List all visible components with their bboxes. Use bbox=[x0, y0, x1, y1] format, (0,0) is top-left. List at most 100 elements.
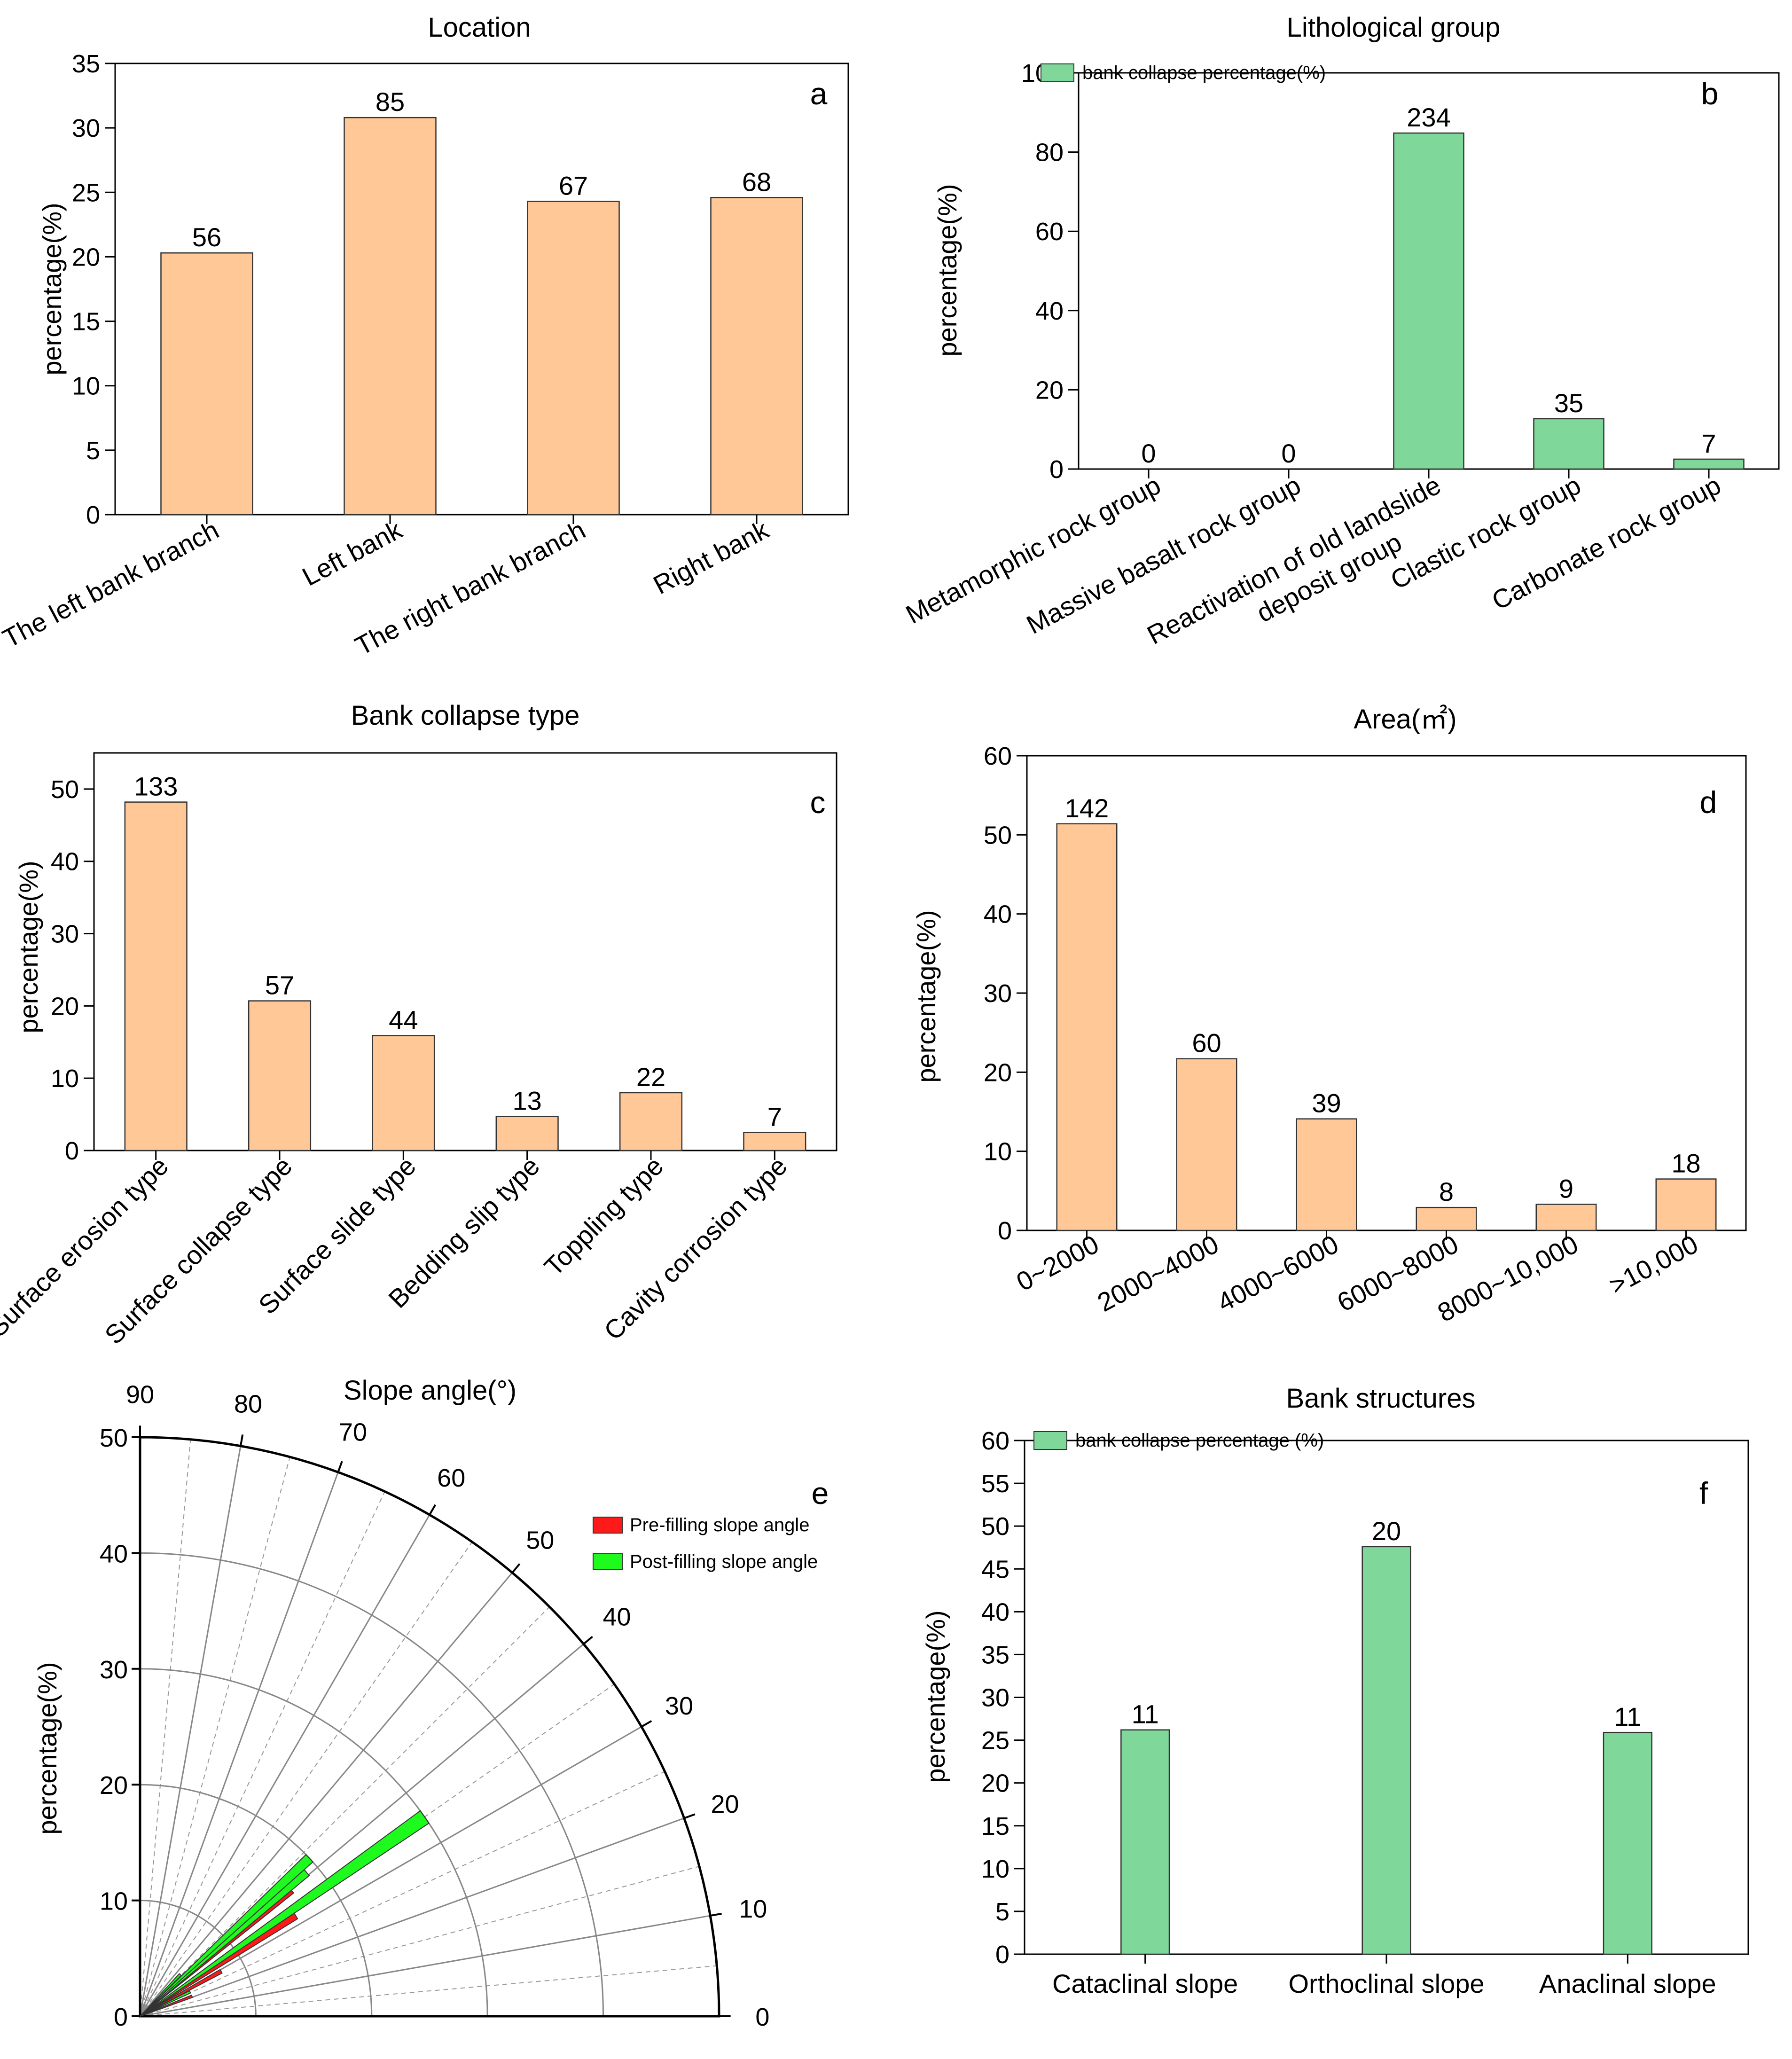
x-tick-label: 4000~6000 bbox=[1213, 1229, 1343, 1317]
panel-a: Location a percentage(%) 0 5 10 15 20 25 30 35 56 Th… bbox=[0, 12, 849, 661]
y-tick-label: 20 bbox=[981, 1769, 1009, 1798]
angle-tick-label: 0 bbox=[755, 2003, 769, 2031]
panel-label: b bbox=[1701, 76, 1719, 111]
radial-circle bbox=[140, 1668, 488, 2017]
polar-bar bbox=[140, 1973, 182, 2017]
bar bbox=[619, 1092, 683, 1151]
y-tick-label: 60 bbox=[984, 742, 1012, 770]
panel-label: e bbox=[812, 1476, 829, 1511]
y-tick-label: 10 bbox=[72, 372, 100, 400]
y-tick-label: 60 bbox=[1035, 218, 1064, 246]
data-label: 20 bbox=[1372, 1516, 1401, 1546]
y-tick-label: 15 bbox=[981, 1812, 1009, 1840]
radial-gridline-minor bbox=[140, 1491, 385, 2017]
data-label: 133 bbox=[134, 772, 178, 801]
y-tick-label: 50 bbox=[981, 1512, 1009, 1541]
panel-label: c bbox=[810, 785, 826, 820]
panel-d: Area(㎡) d percentage(%) 0 10 20 30 40 50 60 142 0~2… bbox=[911, 704, 1747, 1328]
bar bbox=[1603, 1731, 1652, 1955]
r-tick-label: 40 bbox=[100, 1540, 128, 1568]
x-tick-label: The left bank branch bbox=[0, 515, 224, 653]
y-tick-label: 5 bbox=[995, 1898, 1009, 1926]
y-tick-label: 10 bbox=[51, 1065, 79, 1093]
angle-tick-label: 20 bbox=[711, 1790, 739, 1818]
legend-swatch bbox=[1033, 1431, 1067, 1450]
data-label: 57 bbox=[265, 971, 294, 1000]
x-tick-label: Cataclinal slope bbox=[1052, 1969, 1238, 1998]
radial-gridline-minor bbox=[140, 1456, 290, 2017]
legend: bank collapse percentage (%) bbox=[1033, 1430, 1324, 1451]
legend: Pre-filling slope angle Post-filling slop… bbox=[593, 1515, 818, 1572]
bar bbox=[1416, 1206, 1477, 1231]
x-tick-label: Right bank bbox=[649, 515, 774, 600]
data-label: 9 bbox=[1559, 1174, 1573, 1203]
r-tick-label: 10 bbox=[100, 1887, 128, 1916]
panel-b: Lithological group b percentage(%) 0 20 40 60 8… bbox=[901, 12, 1780, 650]
bar bbox=[495, 1116, 559, 1151]
angle-tick-label: 30 bbox=[665, 1692, 693, 1720]
bar bbox=[1176, 1058, 1237, 1231]
radial-circle bbox=[140, 1552, 604, 2017]
y-tick-label: 20 bbox=[72, 243, 100, 271]
radial-gridline bbox=[139, 1472, 339, 2017]
y-tick-label: 10 bbox=[981, 1855, 1009, 1883]
r-tick-label: 50 bbox=[100, 1424, 128, 1452]
plot-frame bbox=[114, 63, 849, 516]
x-tick-label: Toppling type bbox=[539, 1151, 669, 1282]
legend-label: Post-filling slope angle bbox=[630, 1551, 818, 1572]
radial-gridline-minor bbox=[140, 1866, 700, 2017]
data-label: 142 bbox=[1065, 793, 1109, 823]
panel-e: Slope angle(°) e percentage(%) 0 10 20 30 40 50 6… bbox=[32, 1375, 829, 2031]
angle-tick-mark bbox=[239, 1434, 244, 1447]
panel-label: f bbox=[1699, 1476, 1708, 1511]
angle-tick-label: 80 bbox=[234, 1390, 262, 1418]
radial-gridline bbox=[139, 1514, 430, 2017]
y-tick-label: 20 bbox=[51, 992, 79, 1020]
y-tick-label: 35 bbox=[72, 50, 100, 78]
y-tick-label: 30 bbox=[72, 114, 100, 142]
bar bbox=[1296, 1118, 1357, 1231]
angle-tick-mark bbox=[583, 1636, 593, 1645]
y-tick-label: 60 bbox=[981, 1427, 1009, 1455]
radial-gridline bbox=[140, 1726, 642, 2017]
y-tick-label: 5 bbox=[86, 437, 100, 465]
y-tick-label: 0 bbox=[995, 1941, 1009, 1969]
y-tick-label: 0 bbox=[65, 1137, 79, 1165]
bar bbox=[1393, 132, 1464, 470]
angle-tick-mark bbox=[429, 1504, 437, 1516]
radial-gridline bbox=[140, 1817, 685, 2017]
y-axis-label: percentage(%) bbox=[911, 910, 941, 1082]
y-tick-label: 45 bbox=[981, 1555, 1009, 1583]
panel-c: Bank collapse type c percentage(%) 0 10 20 30 4… bbox=[0, 700, 837, 1350]
radial-gridline-minor bbox=[140, 1771, 665, 2017]
y-axis-label: percentage(%) bbox=[37, 203, 67, 375]
angle-tick-mark bbox=[511, 1563, 521, 1574]
data-label: 11 bbox=[1132, 1699, 1159, 1729]
panel-label: d bbox=[1700, 785, 1717, 820]
y-axis-label: percentage(%) bbox=[32, 1662, 62, 1834]
bar bbox=[1362, 1546, 1411, 1955]
y-tick-label: 10 bbox=[984, 1138, 1012, 1166]
polar-bar bbox=[140, 1969, 223, 2017]
radial-gridline bbox=[139, 1572, 513, 2017]
angle-tick-mark bbox=[337, 1461, 343, 1472]
bar bbox=[372, 1035, 435, 1151]
data-label: 56 bbox=[192, 222, 221, 252]
polar-bar bbox=[140, 1994, 193, 2017]
angle-tick-label: 40 bbox=[603, 1603, 631, 1631]
y-tick-label: 20 bbox=[984, 1058, 1012, 1087]
plot-frame bbox=[93, 752, 837, 1151]
data-label: 0 bbox=[1281, 438, 1296, 468]
bar bbox=[160, 252, 253, 516]
radial-gridline bbox=[139, 1446, 242, 2017]
angle-tick-label: 10 bbox=[739, 1895, 767, 1923]
data-label: 68 bbox=[742, 167, 771, 196]
y-tick-label: 55 bbox=[981, 1470, 1009, 1498]
angle-tick-label: 70 bbox=[339, 1418, 367, 1446]
chart-title: Location bbox=[428, 12, 531, 43]
y-tick-label: 0 bbox=[86, 501, 100, 529]
y-tick-label: 30 bbox=[51, 920, 79, 948]
radial-circle bbox=[140, 1900, 257, 2017]
chart-title: Lithological group bbox=[1287, 12, 1501, 43]
